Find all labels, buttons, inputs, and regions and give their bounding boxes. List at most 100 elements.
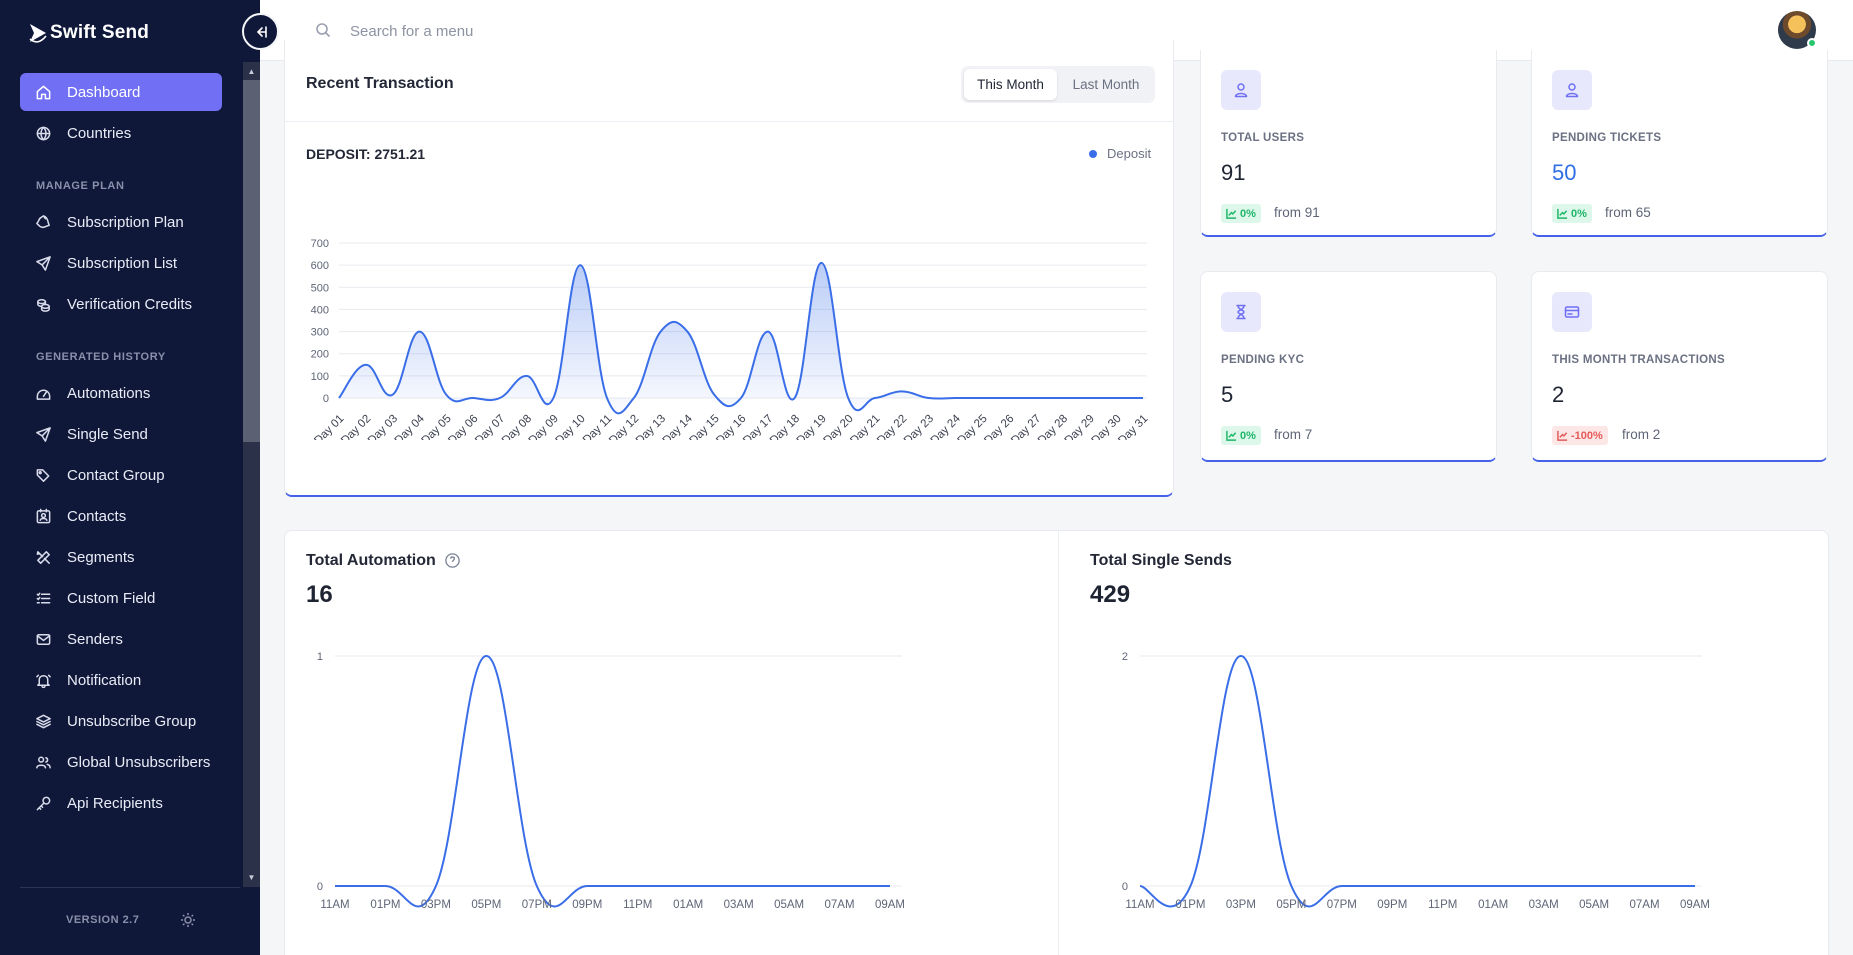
recent-transaction-card: Recent Transaction This Month Last Month… (284, 40, 1174, 497)
y-tick-label: 600 (311, 260, 329, 272)
user-avatar[interactable] (1778, 11, 1817, 49)
tools-icon (34, 548, 52, 566)
stat-change-badge: 0% (1552, 204, 1592, 223)
automation-title: Total Automation (306, 552, 462, 570)
stat-from: from 65 (1605, 205, 1651, 220)
x-tick-label: 05PM (471, 899, 501, 911)
scroll-up-arrow[interactable]: ▲ (247, 66, 256, 76)
sidebar-item-notification[interactable]: Notification (20, 661, 222, 699)
list-check-icon (34, 589, 52, 607)
stat-label: PENDING TICKETS (1552, 132, 1662, 144)
x-tick-label: 11PM (623, 899, 652, 911)
help-icon[interactable] (444, 552, 462, 570)
sidebar-item-unsubscribe-group[interactable]: Unsubscribe Group (20, 702, 222, 740)
y-tick-label: 2 (1122, 651, 1128, 663)
sidebar-item-automations[interactable]: Automations (20, 374, 222, 412)
sidebar-item-dashboard[interactable]: Dashboard (20, 73, 222, 111)
area-fill (339, 262, 1143, 414)
x-tick-label: 07PM (522, 899, 552, 911)
stat-card-month-transactions: THIS MONTH TRANSACTIONS 2 -100% from 2 (1531, 271, 1828, 462)
x-tick-label: 09PM (1377, 899, 1407, 911)
sidebar-item-segments[interactable]: Segments (20, 538, 222, 576)
sidebar-item-global-unsubscribers[interactable]: Global Unsubscribers (20, 743, 222, 781)
sidebar-item-custom-field[interactable]: Custom Field (20, 579, 222, 617)
sidebar-item-subscription-plan[interactable]: Subscription Plan (20, 203, 222, 241)
tab-last-month[interactable]: Last Month (1072, 77, 1140, 92)
home-icon (34, 83, 52, 101)
sidebar-item-contact-group[interactable]: Contact Group (20, 456, 222, 494)
sidebar-item-single-send[interactable]: Single Send (20, 415, 222, 453)
app-name: Swift Send (50, 22, 150, 43)
tags-icon (34, 466, 52, 484)
automation-total: 16 (306, 581, 333, 608)
recent-transaction-title: Recent Transaction (306, 75, 454, 92)
stat-label: TOTAL USERS (1221, 132, 1305, 144)
hourglass-icon (1221, 292, 1261, 332)
x-tick-label: 11AM (320, 899, 349, 911)
y-tick-label: 700 (311, 238, 329, 250)
panel-divider (1058, 531, 1059, 955)
collapse-arrow-icon (256, 25, 267, 38)
y-tick-label: 200 (311, 349, 329, 361)
sidebar-item-verification-credits[interactable]: Verification Credits (20, 285, 222, 323)
sidebar-item-senders[interactable]: Senders (20, 620, 222, 658)
sidebar-collapse-button[interactable] (242, 13, 279, 50)
version-label: VERSION 2.7 (66, 914, 140, 926)
sidebar-item-label: Api Recipients (67, 794, 163, 812)
sidebar-item-subscription-list[interactable]: Subscription List (20, 244, 222, 282)
x-tick-label: 01PM (370, 899, 400, 911)
x-tick-label: Day 31 (1116, 413, 1150, 440)
app-logo[interactable]: Swift Send (28, 18, 149, 48)
sidebar-item-label: Unsubscribe Group (67, 712, 197, 730)
send-icon (34, 425, 52, 443)
x-tick-label: 05PM (1276, 899, 1306, 911)
stat-from: from 2 (1622, 427, 1661, 442)
user-icon (1552, 70, 1592, 110)
sidebar-item-label: Subscription List (67, 254, 178, 272)
trend-icon (1557, 430, 1568, 441)
x-tick-label: 05AM (1579, 899, 1609, 911)
coins-icon (34, 295, 52, 313)
sidebar-item-label: Dashboard (67, 83, 141, 101)
stat-label: THIS MONTH TRANSACTIONS (1552, 354, 1726, 366)
y-tick-label: 1 (317, 651, 323, 663)
sidebar-item-label: Single Send (67, 425, 148, 443)
sidebar-item-countries[interactable]: Countries (20, 114, 222, 152)
search-input[interactable] (350, 19, 750, 43)
sidebar-item-api-recipients[interactable]: Api Recipients (20, 784, 222, 822)
stat-from: from 91 (1274, 205, 1320, 220)
tab-this-month[interactable]: This Month (964, 69, 1057, 100)
stat-change: 0% (1240, 429, 1256, 442)
search-icon[interactable] (315, 22, 333, 40)
sidebar-item-label: Countries (67, 124, 132, 142)
recycle-icon (34, 213, 52, 231)
stat-label: PENDING KYC (1221, 354, 1305, 366)
y-tick-label: 0 (1122, 881, 1128, 893)
stat-change: -100% (1571, 429, 1603, 442)
stat-card-pending-tickets: PENDING TICKETS 50 0% from 65 (1531, 50, 1828, 237)
users-icon (34, 753, 52, 771)
send-icon (34, 254, 52, 272)
theme-toggle-sun-icon[interactable] (180, 912, 198, 930)
single-sends-title: Total Single Sends (1090, 552, 1232, 570)
single-sends-title-text: Total Single Sends (1090, 552, 1232, 569)
scroll-thumb[interactable] (243, 80, 260, 442)
sidebar-scrollbar[interactable]: ▲ ▼ (243, 62, 260, 887)
sidebar-item-label: Senders (67, 630, 123, 648)
y-tick-label: 300 (311, 327, 329, 339)
sidebar-item-label: Segments (67, 548, 135, 566)
stat-from: from 7 (1274, 427, 1313, 442)
sidebar-item-contacts[interactable]: Contacts (20, 497, 222, 535)
trend-up-icon (1226, 208, 1237, 219)
credit-card-icon (1552, 292, 1592, 332)
nav-section-heading: GENERATED HISTORY (36, 351, 166, 363)
chart-legend[interactable]: Deposit (1089, 146, 1151, 161)
automation-title-text: Total Automation (306, 552, 436, 569)
activity-card: Total Automation 16 0 1 11AM 01PM 03PM 05PM 07… (284, 530, 1829, 955)
mail-icon (34, 630, 52, 648)
stat-change-badge: -100% (1552, 426, 1608, 445)
stat-value: 2 (1552, 382, 1565, 407)
scroll-down-arrow[interactable]: ▼ (247, 872, 256, 882)
series-line (338, 261, 1143, 415)
sidebar-item-label: Contacts (67, 507, 127, 525)
